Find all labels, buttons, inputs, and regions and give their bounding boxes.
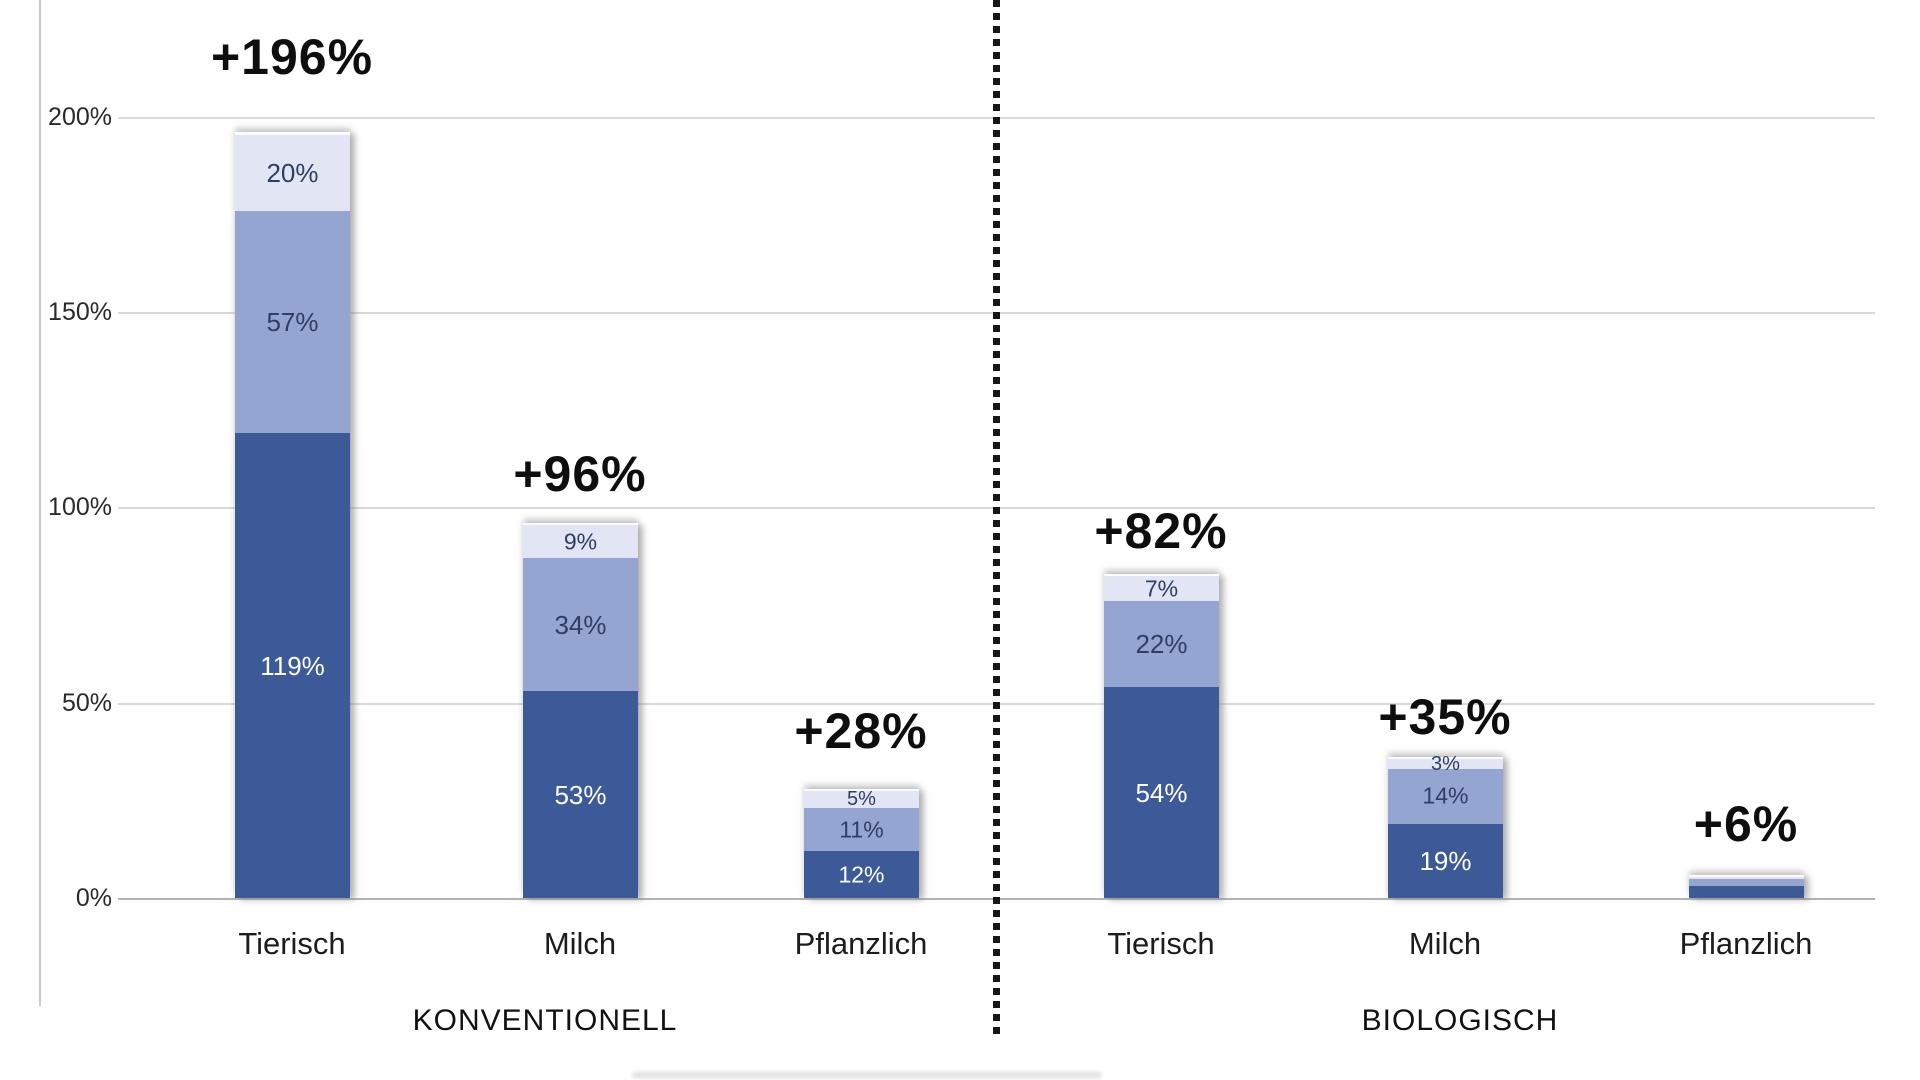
total-change-label-pflanzlich-konventionell: +28% bbox=[794, 703, 928, 759]
segment-label: 5% bbox=[847, 788, 876, 811]
bar-pflanzlich-biologisch bbox=[1689, 874, 1804, 898]
segment-label: 20% bbox=[266, 157, 319, 188]
segment-medium: 11% bbox=[804, 808, 919, 852]
category-label-milch-konventionell: Milch bbox=[543, 926, 617, 961]
segment-label: 14% bbox=[1422, 782, 1469, 809]
bar-milch-konventionell: 53% 34% 9% bbox=[523, 523, 638, 898]
segment-dark: 12% bbox=[804, 851, 919, 898]
segment-light: 20% bbox=[235, 132, 350, 211]
segment-label: 53% bbox=[554, 779, 607, 810]
segment-label: 12% bbox=[838, 861, 885, 888]
y-axis-line bbox=[39, 0, 41, 1006]
bar-pflanzlich-konventionell: 12% 11% 5% bbox=[804, 788, 919, 898]
segment-dark: 53% bbox=[523, 691, 638, 898]
group-label-biologisch: BIOLOGISCH bbox=[1361, 1004, 1559, 1037]
total-change-label-pflanzlich-biologisch: +6% bbox=[1693, 796, 1799, 852]
segment-label: 9% bbox=[563, 528, 598, 555]
segment-medium: 22% bbox=[1104, 601, 1219, 688]
y-tick-label: 200% bbox=[48, 103, 112, 131]
segment-light: 3% bbox=[1388, 754, 1503, 774]
y-tick-label: 50% bbox=[61, 689, 112, 717]
segment-label: 3% bbox=[1431, 753, 1460, 776]
segment-label: 7% bbox=[1144, 575, 1179, 602]
segment-light: 5% bbox=[804, 788, 919, 811]
category-label-tierisch-biologisch: Tierisch bbox=[1107, 926, 1215, 961]
y-tick-label: 0% bbox=[75, 884, 112, 912]
segment-light: 7% bbox=[1104, 573, 1219, 602]
segment-dark bbox=[1689, 886, 1804, 898]
category-label-tierisch-konventionell: Tierisch bbox=[238, 926, 346, 961]
segment-label: 34% bbox=[554, 609, 607, 640]
y-tick-label: 150% bbox=[48, 298, 112, 326]
segment-label: 22% bbox=[1135, 629, 1188, 660]
segment-dark: 119% bbox=[235, 433, 350, 898]
segment-medium: 14% bbox=[1388, 769, 1503, 824]
total-change-label-tierisch-biologisch: +82% bbox=[1094, 503, 1228, 559]
segment-label: 57% bbox=[266, 306, 319, 337]
segment-light bbox=[1689, 874, 1804, 879]
group-separator-dotted-line bbox=[993, 0, 1000, 1038]
total-change-label-milch-biologisch: +35% bbox=[1378, 689, 1512, 745]
segment-light: 9% bbox=[523, 523, 638, 559]
segment-label: 19% bbox=[1419, 845, 1472, 876]
total-change-label-milch-konventionell: +96% bbox=[513, 446, 647, 502]
category-label-pflanzlich-biologisch: Pflanzlich bbox=[1679, 926, 1813, 961]
category-label-pflanzlich-konventionell: Pflanzlich bbox=[794, 926, 928, 961]
cropped-caption-fragment bbox=[632, 1072, 1102, 1078]
segment-dark: 54% bbox=[1104, 687, 1219, 898]
segment-medium: 34% bbox=[523, 558, 638, 691]
category-label-milch-biologisch: Milch bbox=[1408, 926, 1482, 961]
segment-label: 119% bbox=[260, 650, 325, 681]
bar-tierisch-konventionell: 119% 57% 20% bbox=[235, 132, 350, 898]
bar-milch-biologisch: 19% 14% 3% bbox=[1388, 754, 1503, 898]
segment-medium: 57% bbox=[235, 210, 350, 434]
segment-medium bbox=[1689, 878, 1804, 887]
bar-tierisch-biologisch: 54% 22% 7% bbox=[1104, 573, 1219, 898]
total-change-label-tierisch-konventionell: +196% bbox=[210, 29, 374, 85]
y-tick-label: 100% bbox=[48, 493, 112, 521]
segment-dark: 19% bbox=[1388, 823, 1503, 898]
segment-label: 54% bbox=[1135, 777, 1188, 808]
segment-label: 11% bbox=[839, 816, 884, 843]
group-label-konventionell: KONVENTIONELL bbox=[412, 1004, 678, 1037]
